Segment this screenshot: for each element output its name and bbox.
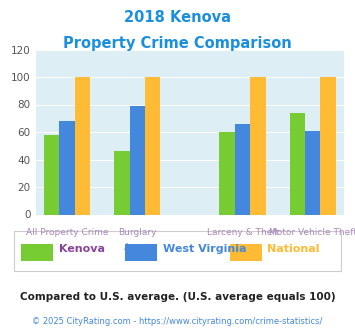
Text: Arson: Arson bbox=[124, 243, 150, 251]
Bar bbox=[321, 77, 336, 214]
Bar bbox=[59, 121, 75, 214]
Text: Kenova: Kenova bbox=[59, 244, 105, 254]
Bar bbox=[290, 113, 305, 214]
Text: 2018 Kenova: 2018 Kenova bbox=[124, 10, 231, 25]
Text: Property Crime Comparison: Property Crime Comparison bbox=[63, 36, 292, 51]
Text: Compared to U.S. average. (U.S. average equals 100): Compared to U.S. average. (U.S. average … bbox=[20, 292, 335, 302]
Text: Larceny & Theft: Larceny & Theft bbox=[207, 228, 279, 237]
Bar bbox=[305, 131, 321, 214]
Text: Motor Vehicle Theft: Motor Vehicle Theft bbox=[269, 228, 355, 237]
Bar bbox=[75, 77, 90, 214]
Bar bbox=[44, 135, 59, 214]
Text: National: National bbox=[267, 244, 320, 254]
Text: Burglary: Burglary bbox=[118, 228, 157, 237]
Bar bbox=[130, 106, 145, 214]
Bar bbox=[250, 77, 266, 214]
Text: © 2025 CityRating.com - https://www.cityrating.com/crime-statistics/: © 2025 CityRating.com - https://www.city… bbox=[32, 317, 323, 326]
Bar bbox=[235, 124, 250, 214]
Bar bbox=[145, 77, 160, 214]
Text: All Property Crime: All Property Crime bbox=[26, 228, 108, 237]
Text: West Virginia: West Virginia bbox=[163, 244, 246, 254]
Bar bbox=[114, 151, 130, 214]
Bar bbox=[219, 132, 235, 214]
